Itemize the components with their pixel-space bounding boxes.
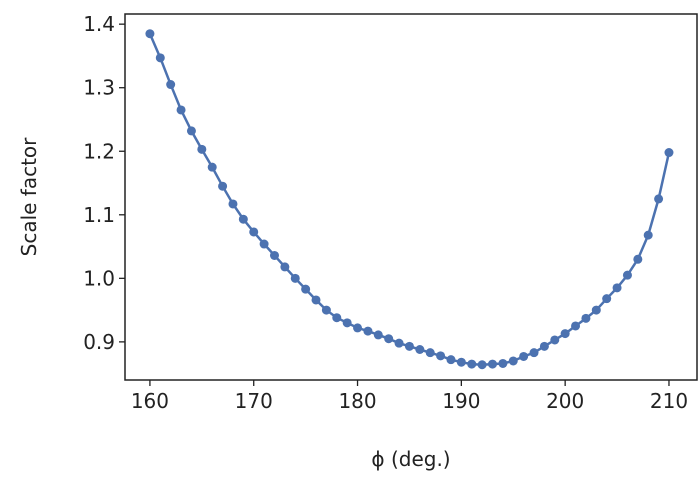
point (301, 284, 311, 294)
point (529, 348, 539, 358)
point (539, 341, 549, 351)
point (290, 273, 300, 283)
point (249, 227, 259, 237)
point (654, 194, 664, 204)
series-line (148, 33, 671, 367)
point (560, 329, 570, 339)
point (207, 162, 217, 172)
point (166, 80, 176, 90)
point (384, 334, 394, 344)
point (571, 321, 581, 331)
point (186, 126, 196, 136)
point (176, 105, 186, 115)
y-tick-label: 0.9 (83, 330, 115, 354)
point (238, 214, 248, 224)
y-tick-label: 1.1 (83, 203, 115, 227)
point (415, 345, 425, 354)
point (622, 270, 632, 280)
y-axis-label: Scale factor (17, 137, 41, 257)
point (519, 351, 529, 361)
point (643, 230, 653, 240)
point (508, 356, 518, 366)
point (581, 313, 591, 323)
point (373, 330, 383, 340)
point (321, 305, 331, 315)
y-tick-label: 1.4 (83, 12, 115, 36)
point (456, 357, 466, 367)
y-tick-label: 1.2 (83, 139, 115, 163)
point (498, 358, 508, 368)
point (591, 305, 601, 315)
point (280, 262, 290, 272)
point (477, 360, 487, 370)
point (363, 326, 373, 336)
point (259, 239, 269, 249)
point (332, 313, 342, 323)
y-tick-label: 1.0 (83, 266, 115, 290)
point (487, 359, 497, 369)
point (342, 318, 352, 328)
point (155, 53, 165, 63)
point (436, 351, 446, 361)
point (353, 323, 363, 333)
y-tick-label: 1.3 (83, 76, 115, 100)
point (311, 295, 321, 305)
point (197, 144, 207, 154)
plot-frame (124, 13, 698, 381)
x-tick-label: 170 (235, 389, 273, 413)
x-tick-label: 200 (546, 389, 584, 413)
point (269, 250, 279, 260)
point (602, 294, 612, 304)
point (394, 338, 404, 348)
x-tick-label: 190 (442, 389, 480, 413)
point (425, 348, 435, 358)
point (145, 29, 155, 39)
point (218, 181, 228, 191)
x-tick-label: 210 (650, 389, 688, 413)
point (404, 341, 414, 351)
point (633, 254, 643, 264)
point (550, 335, 560, 345)
point (228, 199, 238, 209)
point (446, 355, 456, 365)
point (612, 283, 622, 293)
point (664, 148, 674, 158)
x-tick-label: 180 (338, 389, 376, 413)
point (467, 359, 477, 369)
x-tick-label: 160 (131, 389, 169, 413)
x-axis-label: ϕ (deg.) (371, 447, 450, 471)
